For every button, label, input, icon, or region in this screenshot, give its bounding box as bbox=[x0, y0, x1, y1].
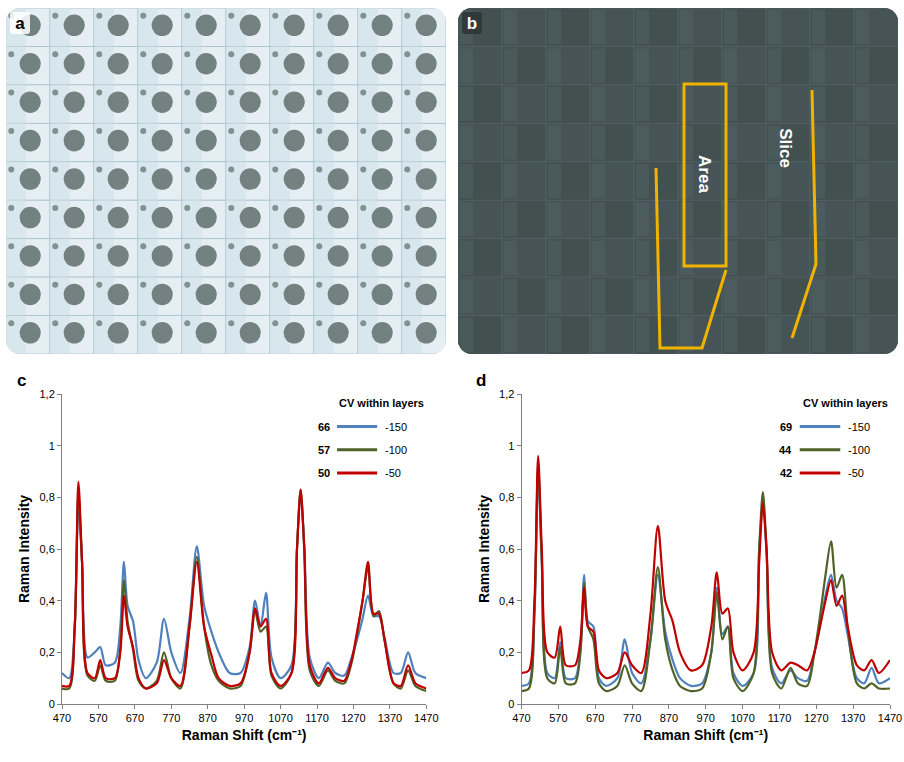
svg-text:1070: 1070 bbox=[730, 712, 754, 724]
svg-text:Raman Intensity: Raman Intensity bbox=[476, 495, 492, 603]
svg-text:-150: -150 bbox=[848, 421, 870, 433]
svg-text:1,2: 1,2 bbox=[499, 388, 514, 400]
svg-text:Area: Area bbox=[695, 155, 714, 193]
svg-text:1170: 1170 bbox=[305, 712, 329, 724]
svg-text:-100: -100 bbox=[848, 444, 870, 456]
svg-text:d: d bbox=[476, 371, 486, 390]
svg-text:970: 970 bbox=[235, 712, 253, 724]
svg-text:0,4: 0,4 bbox=[499, 595, 514, 607]
svg-text:1270: 1270 bbox=[804, 712, 828, 724]
svg-text:670: 670 bbox=[586, 712, 604, 724]
svg-text:-150: -150 bbox=[385, 421, 407, 433]
svg-text:-100: -100 bbox=[385, 444, 407, 456]
svg-text:770: 770 bbox=[162, 712, 180, 724]
svg-text:0,8: 0,8 bbox=[499, 491, 514, 503]
svg-text:42: 42 bbox=[780, 467, 792, 479]
svg-text:b: b bbox=[467, 14, 477, 33]
svg-text:0,4: 0,4 bbox=[40, 595, 55, 607]
svg-text:-50: -50 bbox=[385, 467, 401, 479]
svg-text:0,6: 0,6 bbox=[499, 543, 514, 555]
svg-text:1170: 1170 bbox=[768, 712, 792, 724]
svg-text:1470: 1470 bbox=[878, 712, 902, 724]
svg-text:0,8: 0,8 bbox=[40, 491, 55, 503]
svg-text:Slice: Slice bbox=[776, 128, 795, 168]
svg-text:0,6: 0,6 bbox=[40, 543, 55, 555]
svg-text:Raman Shift (cm⁻¹): Raman Shift (cm⁻¹) bbox=[643, 727, 768, 743]
svg-text:0: 0 bbox=[508, 698, 514, 710]
svg-text:870: 870 bbox=[660, 712, 678, 724]
svg-text:1370: 1370 bbox=[378, 712, 402, 724]
svg-text:69: 69 bbox=[780, 421, 792, 433]
svg-text:1370: 1370 bbox=[841, 712, 865, 724]
svg-text:570: 570 bbox=[549, 712, 567, 724]
svg-text:770: 770 bbox=[623, 712, 641, 724]
svg-text:470: 470 bbox=[512, 712, 530, 724]
svg-text:44: 44 bbox=[779, 444, 792, 456]
svg-text:470: 470 bbox=[53, 712, 71, 724]
svg-text:1: 1 bbox=[49, 440, 55, 452]
svg-text:0,2: 0,2 bbox=[499, 646, 514, 658]
svg-text:870: 870 bbox=[199, 712, 217, 724]
svg-text:0: 0 bbox=[49, 698, 55, 710]
svg-text:1: 1 bbox=[508, 440, 514, 452]
svg-text:c: c bbox=[17, 371, 26, 390]
svg-text:570: 570 bbox=[89, 712, 107, 724]
svg-text:1,2: 1,2 bbox=[40, 388, 55, 400]
svg-text:CV within layers: CV within layers bbox=[803, 397, 888, 409]
svg-text:670: 670 bbox=[126, 712, 144, 724]
svg-text:a: a bbox=[15, 14, 25, 33]
svg-text:Raman Intensity: Raman Intensity bbox=[16, 495, 32, 603]
svg-text:Raman Shift (cm⁻¹): Raman Shift (cm⁻¹) bbox=[182, 727, 307, 743]
svg-text:0,2: 0,2 bbox=[40, 646, 55, 658]
svg-text:970: 970 bbox=[697, 712, 715, 724]
svg-text:CV within layers: CV within layers bbox=[339, 397, 424, 409]
svg-text:57: 57 bbox=[318, 444, 330, 456]
svg-text:-50: -50 bbox=[848, 467, 864, 479]
svg-text:66: 66 bbox=[318, 421, 330, 433]
svg-text:50: 50 bbox=[318, 467, 330, 479]
svg-text:1270: 1270 bbox=[341, 712, 365, 724]
svg-text:1070: 1070 bbox=[268, 712, 292, 724]
svg-text:1470: 1470 bbox=[414, 712, 438, 724]
